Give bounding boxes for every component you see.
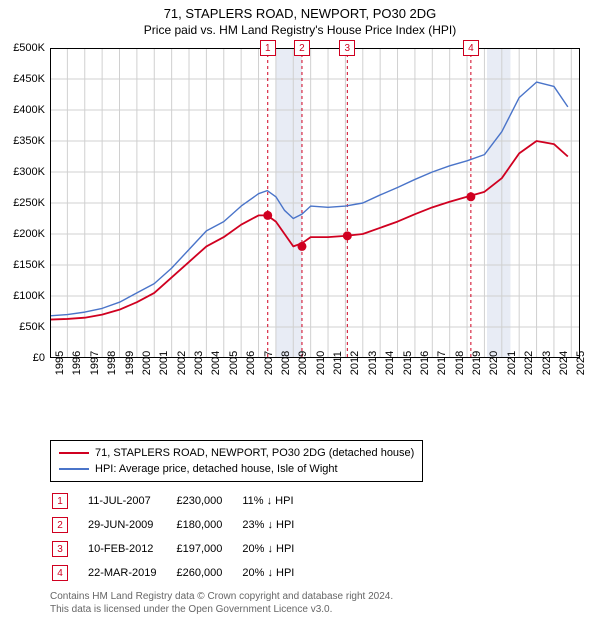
x-tick-label: 2023 — [541, 351, 553, 375]
sale-price: £230,000 — [176, 490, 240, 512]
y-tick-label: £400K — [13, 104, 45, 116]
x-tick-label: 2013 — [367, 351, 379, 375]
x-tick-label: 1996 — [71, 351, 83, 375]
sale-diff: 23% ↓ HPI — [242, 514, 312, 536]
sales-table: 1 11-JUL-2007£230,00011% ↓ HPI 2 29-JUN-200… — [50, 488, 314, 586]
event-number-box: 3 — [339, 40, 355, 56]
x-tick-label: 2015 — [402, 351, 414, 375]
sale-number-box: 1 — [52, 493, 68, 509]
titles: 71, STAPLERS ROAD, NEWPORT, PO30 2DG Pri… — [0, 0, 600, 37]
sale-price: £260,000 — [176, 562, 240, 584]
x-tick-label: 2004 — [210, 351, 222, 375]
x-tick-label: 2017 — [436, 351, 448, 375]
footer-line-2: This data is licensed under the Open Gov… — [50, 603, 393, 616]
table-row: 4 22-MAR-2019£260,00020% ↓ HPI — [52, 562, 312, 584]
x-tick-label: 2019 — [471, 351, 483, 375]
y-tick-label: £250K — [13, 197, 45, 209]
sale-diff: 20% ↓ HPI — [242, 538, 312, 560]
sale-number-box: 3 — [52, 541, 68, 557]
x-tick-label: 2025 — [575, 351, 587, 375]
x-tick-label: 2001 — [158, 351, 170, 375]
y-tick-label: £0 — [33, 352, 45, 364]
y-tick-label: £100K — [13, 290, 45, 302]
x-tick-label: 2007 — [263, 351, 275, 375]
sub-title: Price paid vs. HM Land Registry's House … — [0, 23, 600, 37]
y-tick-label: £150K — [13, 259, 45, 271]
x-tick-label: 2008 — [280, 351, 292, 375]
y-tick-label: £450K — [13, 73, 45, 85]
legend-item: HPI: Average price, detached house, Isle… — [59, 461, 414, 477]
chart-container: 71, STAPLERS ROAD, NEWPORT, PO30 2DG Pri… — [0, 0, 600, 620]
y-tick-label: £500K — [13, 42, 45, 54]
x-tick-label: 1995 — [54, 351, 66, 375]
legend-label: HPI: Average price, detached house, Isle… — [95, 463, 338, 475]
legend: 71, STAPLERS ROAD, NEWPORT, PO30 2DG (de… — [50, 440, 423, 482]
sale-price: £197,000 — [176, 538, 240, 560]
x-tick-label: 2024 — [558, 351, 570, 375]
x-tick-label: 2009 — [297, 351, 309, 375]
footer-line-1: Contains HM Land Registry data © Crown c… — [50, 590, 393, 603]
table-row: 2 29-JUN-2009£180,00023% ↓ HPI — [52, 514, 312, 536]
event-number-box: 4 — [463, 40, 479, 56]
legend-swatch — [59, 468, 89, 470]
y-tick-label: £350K — [13, 135, 45, 147]
x-tick-label: 2012 — [349, 351, 361, 375]
x-tick-label: 1999 — [124, 351, 136, 375]
x-tick-label: 2002 — [176, 351, 188, 375]
address-title: 71, STAPLERS ROAD, NEWPORT, PO30 2DG — [0, 6, 600, 21]
event-number-box: 2 — [294, 40, 310, 56]
sale-diff: 20% ↓ HPI — [242, 562, 312, 584]
table-row: 1 11-JUL-2007£230,00011% ↓ HPI — [52, 490, 312, 512]
x-tick-label: 2022 — [523, 351, 535, 375]
legend-item: 71, STAPLERS ROAD, NEWPORT, PO30 2DG (de… — [59, 445, 414, 461]
x-tick-label: 2000 — [141, 351, 153, 375]
y-tick-label: £200K — [13, 228, 45, 240]
x-tick-label: 1998 — [106, 351, 118, 375]
legend-label: 71, STAPLERS ROAD, NEWPORT, PO30 2DG (de… — [95, 447, 414, 459]
plot-svg — [50, 48, 580, 358]
x-tick-label: 2006 — [245, 351, 257, 375]
sale-number-box: 2 — [52, 517, 68, 533]
x-tick-label: 2016 — [419, 351, 431, 375]
x-tick-label: 2010 — [315, 351, 327, 375]
sale-date: 22-MAR-2019 — [88, 562, 174, 584]
sale-date: 10-FEB-2012 — [88, 538, 174, 560]
x-tick-label: 2018 — [454, 351, 466, 375]
y-tick-label: £300K — [13, 166, 45, 178]
sale-date: 29-JUN-2009 — [88, 514, 174, 536]
sale-number-box: 4 — [52, 565, 68, 581]
y-tick-label: £50K — [19, 321, 45, 333]
footer-attribution: Contains HM Land Registry data © Crown c… — [50, 590, 393, 616]
sale-date: 11-JUL-2007 — [88, 490, 174, 512]
x-tick-label: 2003 — [193, 351, 205, 375]
legend-swatch — [59, 452, 89, 454]
x-tick-label: 2021 — [506, 351, 518, 375]
sale-price: £180,000 — [176, 514, 240, 536]
sale-diff: 11% ↓ HPI — [242, 490, 312, 512]
x-tick-label: 2011 — [332, 351, 344, 375]
event-number-box: 1 — [260, 40, 276, 56]
x-tick-label: 2020 — [488, 351, 500, 375]
x-tick-label: 1997 — [89, 351, 101, 375]
chart-area: £0£50K£100K£150K£200K£250K£300K£350K£400… — [50, 48, 580, 398]
table-row: 3 10-FEB-2012£197,00020% ↓ HPI — [52, 538, 312, 560]
x-tick-label: 2005 — [228, 351, 240, 375]
x-tick-label: 2014 — [384, 351, 396, 375]
